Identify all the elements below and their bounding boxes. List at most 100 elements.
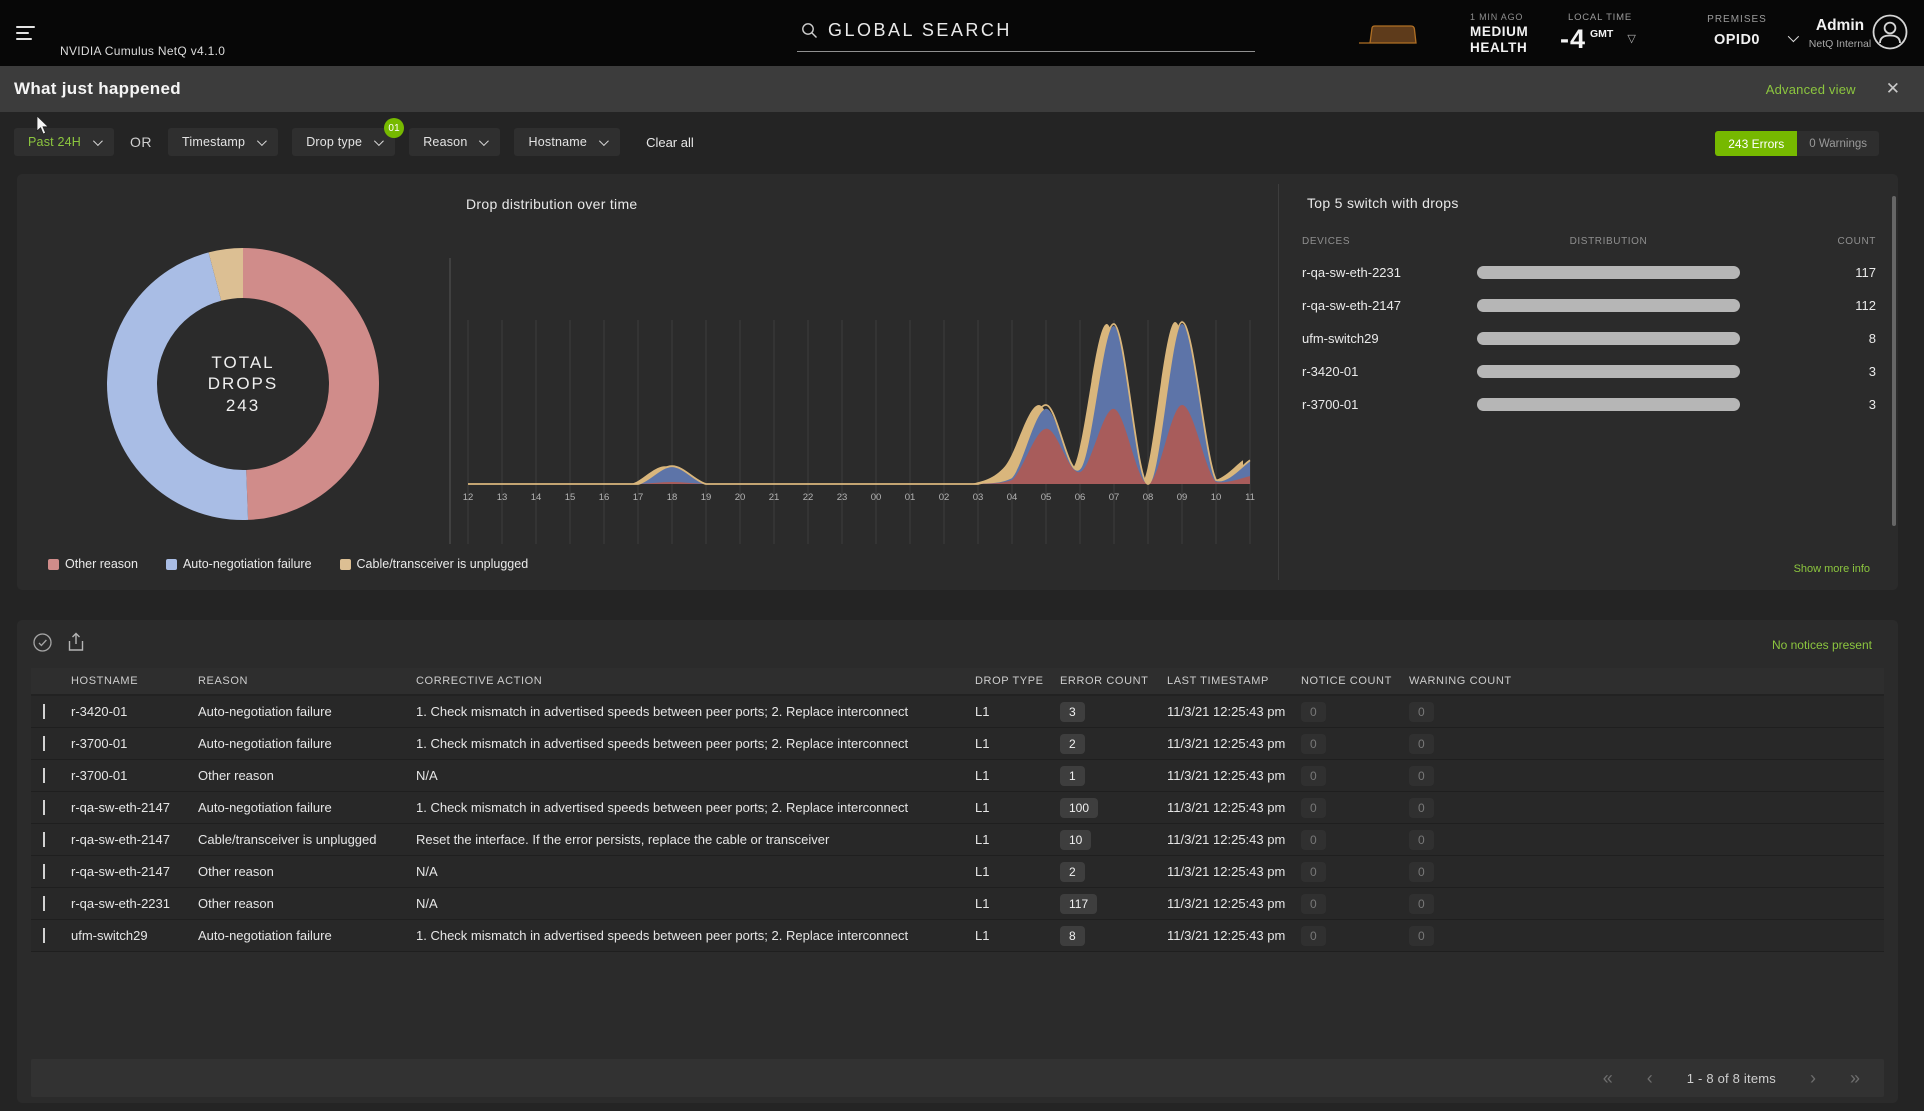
cell-reason: Auto-negotiation failure bbox=[198, 928, 416, 943]
cell-corrective-action: N/A bbox=[416, 896, 975, 911]
select-all-check-icon[interactable] bbox=[33, 633, 52, 652]
svg-text:08: 08 bbox=[1143, 492, 1154, 503]
area-chart-title: Drop distribution over time bbox=[466, 196, 638, 212]
filter-dropdown-hostname[interactable]: Hostname bbox=[514, 128, 620, 156]
table-row[interactable]: r-qa-sw-eth-2147Other reasonN/AL1211/3/2… bbox=[31, 856, 1884, 888]
device-name: r-3700-01 bbox=[1302, 397, 1477, 412]
drop-count: 112 bbox=[1740, 298, 1876, 313]
top5-row: r-3700-013 bbox=[1290, 388, 1894, 421]
show-more-info-link[interactable]: Show more info bbox=[1794, 563, 1870, 575]
top5-col-count: COUNT bbox=[1740, 236, 1876, 247]
events-table-card: No notices present HOSTNAMEREASONCORRECT… bbox=[17, 620, 1898, 1103]
events-table: HOSTNAMEREASONCORRECTIVE ACTIONDROP TYPE… bbox=[31, 668, 1884, 952]
export-upload-icon[interactable] bbox=[68, 632, 84, 652]
top5-header-row: DEVICES DISTRIBUTION COUNT bbox=[1290, 232, 1894, 250]
avatar-icon[interactable] bbox=[1872, 14, 1908, 50]
row-checkbox[interactable] bbox=[43, 800, 45, 815]
svg-text:10: 10 bbox=[1211, 492, 1222, 503]
col-header-notice-count: NOTICE COUNT bbox=[1301, 675, 1409, 687]
cell-drop-type: L1 bbox=[975, 928, 1060, 943]
cell-timestamp: 11/3/21 12:25:43 pm bbox=[1167, 704, 1301, 719]
row-checkbox[interactable] bbox=[43, 736, 45, 751]
drop-count: 117 bbox=[1740, 265, 1876, 280]
cell-hostname: r-qa-sw-eth-2147 bbox=[71, 832, 198, 847]
cell-hostname: ufm-switch29 bbox=[71, 928, 198, 943]
svg-text:13: 13 bbox=[497, 492, 508, 503]
next-page-icon[interactable]: › bbox=[1810, 1069, 1816, 1087]
top5-row: r-3420-013 bbox=[1290, 355, 1894, 388]
table-row[interactable]: r-3700-01Auto-negotiation failure1. Chec… bbox=[31, 728, 1884, 760]
row-checkbox[interactable] bbox=[43, 928, 45, 943]
row-checkbox[interactable] bbox=[43, 832, 45, 847]
last-page-icon[interactable]: » bbox=[1850, 1069, 1860, 1087]
cell-timestamp: 11/3/21 12:25:43 pm bbox=[1167, 928, 1301, 943]
warning-count-badge: 0 bbox=[1409, 830, 1434, 850]
notice-count-badge: 0 bbox=[1301, 798, 1326, 818]
premises-selector[interactable]: PREMISES OPID0 bbox=[1694, 14, 1780, 48]
close-icon[interactable]: ✕ bbox=[1886, 79, 1900, 99]
row-checkbox[interactable] bbox=[43, 864, 45, 879]
device-name: r-3420-01 bbox=[1302, 364, 1477, 379]
timezone-dropdown-icon[interactable]: ▽ bbox=[1627, 32, 1635, 45]
time-range-dropdown[interactable]: Past 24H bbox=[14, 128, 114, 156]
svg-text:15: 15 bbox=[565, 492, 576, 503]
user-menu[interactable]: Admin NetQ Internal bbox=[1796, 17, 1884, 50]
legend-item: Auto-negotiation failure bbox=[166, 557, 312, 571]
row-checkbox[interactable] bbox=[43, 768, 45, 783]
legend-item: Cable/transceiver is unplugged bbox=[340, 557, 529, 571]
table-row[interactable]: r-qa-sw-eth-2147Cable/transceiver is unp… bbox=[31, 824, 1884, 856]
filter-dropdown-timestamp[interactable]: Timestamp bbox=[168, 128, 278, 156]
table-row[interactable]: r-3420-01Auto-negotiation failure1. Chec… bbox=[31, 696, 1884, 728]
filter-bar: Past 24H OR TimestampDrop type01ReasonHo… bbox=[14, 128, 694, 156]
pagination-label: 1 - 8 of 8 items bbox=[1687, 1071, 1776, 1086]
health-status[interactable]: 1 MIN AGO MEDIUM HEALTH bbox=[1470, 13, 1528, 54]
table-toolbar bbox=[33, 632, 84, 652]
advanced-view-link[interactable]: Advanced view bbox=[1766, 82, 1856, 97]
global-search-input[interactable] bbox=[828, 20, 1208, 41]
row-checkbox[interactable] bbox=[43, 896, 45, 911]
premises-value: OPID0 bbox=[1694, 32, 1780, 48]
local-time-label: LOCAL TIME bbox=[1568, 12, 1636, 23]
cell-corrective-action: Reset the interface. If the error persis… bbox=[416, 832, 975, 847]
error-count-badge: 2 bbox=[1060, 862, 1085, 882]
health-label: HEALTH bbox=[1470, 41, 1528, 55]
app-brand: NVIDIA Cumulus NetQ v4.1.0 bbox=[60, 44, 225, 58]
warnings-count-button[interactable]: 0 Warnings bbox=[1797, 131, 1879, 156]
cell-reason: Cable/transceiver is unplugged bbox=[198, 832, 416, 847]
table-row[interactable]: r-qa-sw-eth-2147Auto-negotiation failure… bbox=[31, 792, 1884, 824]
svg-text:14: 14 bbox=[531, 492, 542, 503]
scrollbar-thumb[interactable] bbox=[1892, 196, 1896, 526]
col-header-corrective-action: CORRECTIVE ACTION bbox=[416, 675, 975, 687]
first-page-icon[interactable]: « bbox=[1603, 1069, 1613, 1087]
clear-all-button[interactable]: Clear all bbox=[646, 135, 694, 150]
errors-count-button[interactable]: 243 Errors bbox=[1715, 131, 1797, 156]
cell-reason: Auto-negotiation failure bbox=[198, 704, 416, 719]
utc-offset: -4 bbox=[1560, 24, 1586, 55]
device-name: ufm-switch29 bbox=[1302, 331, 1477, 346]
svg-text:00: 00 bbox=[871, 492, 882, 503]
timezone: GMT bbox=[1590, 28, 1613, 40]
cell-timestamp: 11/3/21 12:25:43 pm bbox=[1167, 832, 1301, 847]
notice-count-badge: 0 bbox=[1301, 894, 1326, 914]
svg-text:22: 22 bbox=[803, 492, 814, 503]
menu-hamburger-icon[interactable] bbox=[16, 26, 38, 42]
previous-page-icon[interactable]: ‹ bbox=[1647, 1069, 1653, 1087]
page-title-bar: What just happened Advanced view ✕ bbox=[0, 66, 1924, 112]
local-time-selector[interactable]: LOCAL TIME -4 GMT ▽ bbox=[1560, 12, 1636, 55]
notice-count-badge: 0 bbox=[1301, 702, 1326, 722]
table-row[interactable]: r-3700-01Other reasonN/AL1111/3/21 12:25… bbox=[31, 760, 1884, 792]
cell-drop-type: L1 bbox=[975, 832, 1060, 847]
table-row[interactable]: ufm-switch29Auto-negotiation failure1. C… bbox=[31, 920, 1884, 952]
cell-hostname: r-3700-01 bbox=[71, 736, 198, 751]
chevron-down-icon bbox=[479, 136, 489, 146]
error-count-badge: 10 bbox=[1060, 830, 1091, 850]
row-checkbox[interactable] bbox=[43, 704, 45, 719]
health-sparkline[interactable] bbox=[1358, 22, 1422, 45]
error-count-badge: 3 bbox=[1060, 702, 1085, 722]
top5-row: ufm-switch298 bbox=[1290, 322, 1894, 355]
filter-count-badge: 01 bbox=[384, 118, 404, 138]
table-row[interactable]: r-qa-sw-eth-2231Other reasonN/AL111711/3… bbox=[31, 888, 1884, 920]
filter-dropdown-reason[interactable]: Reason bbox=[409, 128, 500, 156]
health-updated: 1 MIN AGO bbox=[1470, 13, 1528, 22]
filter-dropdown-drop-type[interactable]: Drop type01 bbox=[292, 128, 395, 156]
